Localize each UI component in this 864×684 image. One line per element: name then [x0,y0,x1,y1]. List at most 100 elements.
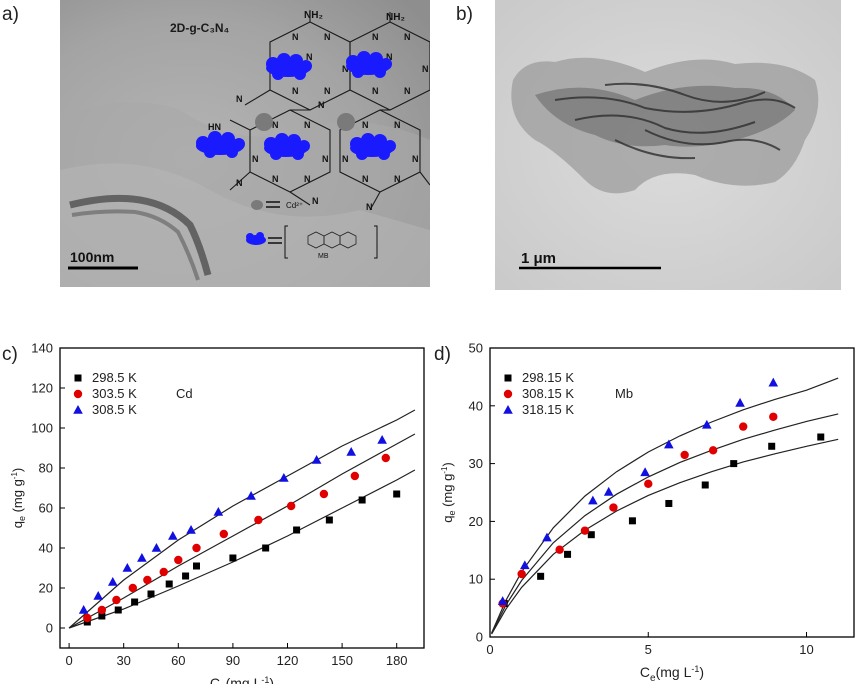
svg-text:N: N [394,174,401,184]
heptazine-framework [229,10,430,211]
data-point-series-2 [381,453,390,463]
x-tick-label: 0 [486,642,493,657]
fit-line-2 [68,433,416,629]
data-point-series-3 [377,435,387,444]
svg-text:N: N [394,120,401,130]
svg-text:N: N [404,86,411,96]
data-point-series-2 [97,605,107,615]
nh2-label: NH₂ [304,10,323,21]
svg-text:N: N [362,174,369,184]
svg-text:MB: MB [318,253,329,260]
data-point-series-3 [702,419,712,429]
data-point-series-3 [137,553,147,562]
svg-text:N: N [292,86,299,96]
data-point-series-1 [229,554,237,562]
svg-text:N: N [362,120,369,130]
y-axis-label: qe (mg g-1) [10,468,27,529]
svg-text:N: N [318,100,325,110]
svg-text:N: N [306,52,313,62]
data-point-series-2 [143,575,152,585]
scale-bar-b-label: 1 μm [521,250,556,267]
data-point-series-1 [325,516,333,524]
data-point-series-1 [817,433,825,441]
data-point-series-2 [708,446,718,455]
panel-letter-d: d) [434,344,451,365]
data-point-series-3 [664,439,674,449]
svg-text:N: N [372,32,379,42]
data-point-series-2 [254,515,263,525]
data-point-series-1 [564,550,572,558]
legend-marker-3 [503,405,513,414]
data-point-series-2 [319,489,329,499]
legend-marker-1 [74,374,82,382]
mb-molecule-blobs [196,51,396,160]
data-point-series-3 [122,563,133,572]
svg-text:N: N [386,52,393,62]
x-tick-label: 150 [331,653,353,668]
data-point-series-2 [769,412,778,421]
svg-text:N: N [304,174,311,184]
data-point-series-1 [147,590,155,598]
data-point-series-3 [346,447,356,456]
legend-marker-2 [73,389,83,399]
y-tick-label: 0 [46,621,53,636]
legend-label-3: 318.15 K [522,402,574,417]
data-point-series-2 [286,501,296,511]
panel-b-tem-image: 1 μm [495,0,841,290]
data-point-series-2 [174,555,183,565]
x-tick-label: 60 [171,653,185,668]
data-point-series-1 [262,544,270,552]
data-point-series-2 [555,545,564,554]
y-tick-label: 60 [39,501,53,516]
fit-line-1 [491,438,839,635]
data-point-series-3 [603,486,614,496]
x-tick-label: 180 [386,653,408,668]
svg-text:N: N [366,202,373,212]
svg-text:N: N [236,178,243,188]
y-tick-label: 40 [39,541,53,556]
fit-line-3 [68,409,416,629]
data-point-series-2 [192,543,201,553]
panel-letter-b: b) [456,4,473,25]
mb-blob-4 [264,133,310,160]
svg-text:N: N [404,32,411,42]
cd-legend: Cd²⁺ [251,200,303,210]
data-point-series-3 [497,596,508,605]
legend-label-2: 308.15 K [522,386,574,401]
svg-text:N: N [342,154,349,164]
y-tick-label: 20 [469,514,483,529]
data-point-series-1 [98,612,106,620]
x-tick-label: 120 [277,653,299,668]
y-tick-label: 140 [31,341,53,356]
data-point-series-2 [609,503,618,512]
svg-text:N: N [312,196,319,206]
svg-text:N: N [372,86,379,96]
data-point-series-2 [517,569,526,579]
data-point-series-2 [83,613,92,623]
svg-text:N: N [322,154,329,164]
x-tick-label: 0 [65,653,72,668]
data-point-series-3 [768,377,779,387]
data-point-series-1 [537,572,545,580]
svg-text:N: N [304,120,311,130]
y-tick-label: 30 [469,456,483,471]
legend-marker-3 [73,405,83,414]
data-point-series-1 [665,499,673,507]
y-tick-label: 100 [31,421,53,436]
y-tick-label: 0 [476,630,483,645]
data-point-series-1 [730,460,738,468]
chart-annotation: Cd [176,386,193,401]
data-point-series-3 [246,491,256,500]
data-point-series-2 [644,479,653,489]
panel-a-title: 2D-g-C₃N₄ [170,21,230,35]
data-point-series-1 [768,442,776,450]
mb-legend: MB [246,225,378,260]
scale-bar-a-label: 100nm [70,249,114,265]
x-axis-label: Ce(mg L-1) [210,675,274,684]
x-tick-label: 30 [116,653,130,668]
x-axis-label: Ce(mg L-1) [640,664,704,684]
plot-frame [489,347,855,638]
svg-text:N: N [252,154,259,164]
data-point-series-1 [587,531,595,539]
mb-blob-1 [266,53,312,80]
